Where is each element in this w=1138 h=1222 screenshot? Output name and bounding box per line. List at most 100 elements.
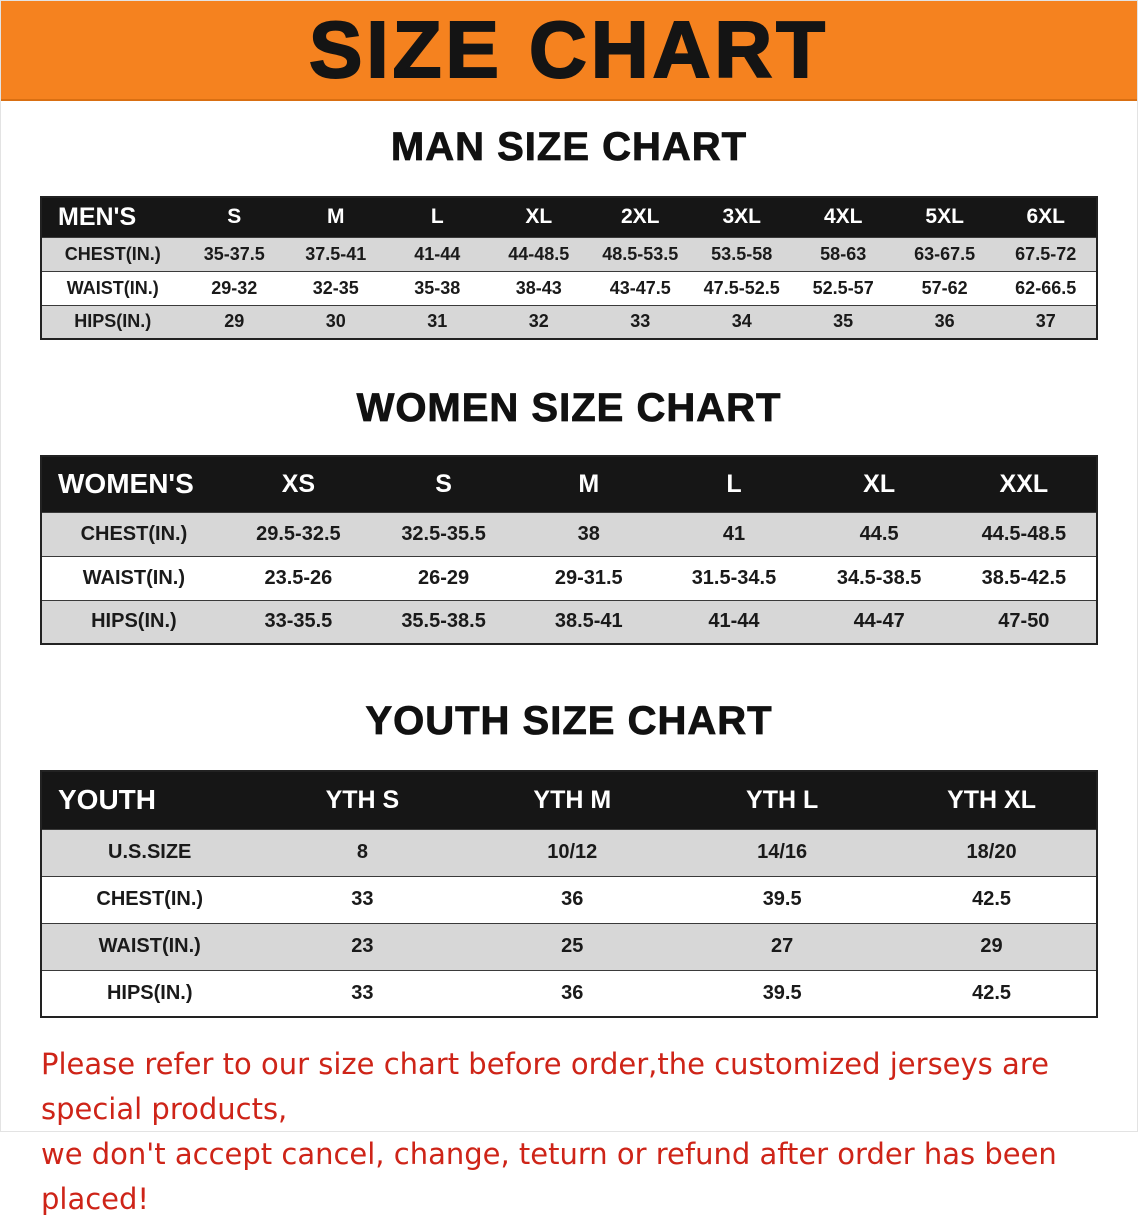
size-value-cell: 32-35: [312, 277, 359, 298]
size-value-cell: 34: [731, 311, 752, 332]
size-value-cell: 47.5-52.5: [703, 277, 780, 298]
size-value-cell: 32.5-35.5: [401, 522, 486, 545]
size-value-cell: 29: [980, 935, 1003, 957]
table-row: WAIST(IN.) 23.5-26 26-29 29-31.5 31.5-34.5 34…: [41, 556, 1097, 600]
size-value-cell: 38.5-41: [554, 610, 623, 633]
table-title-cell: MEN'S: [41, 197, 184, 237]
size-value-cell: 42.5: [972, 888, 1012, 910]
table-header-row: MEN'S S M L XL 2XL 3XL 4XL 5XL 6XL: [41, 197, 1097, 237]
size-value-cell: 27: [771, 935, 794, 957]
size-value-cell: 48.5-53.5: [602, 243, 679, 264]
size-header-cell: S: [183, 197, 286, 237]
size-value-cell: 63-67.5: [914, 243, 976, 264]
size-value-cell: 29-31.5: [554, 566, 623, 589]
table-row: U.S.SIZE 8 10/12 14/16 18/20: [41, 829, 1097, 876]
size-header-cell: YTH L: [677, 771, 888, 829]
size-header-cell: 2XL: [589, 197, 691, 237]
youth-section-heading: YOUTH SIZE CHART: [365, 699, 773, 744]
size-header-cell: XXL: [951, 456, 1097, 512]
size-header-cell: L: [661, 456, 807, 512]
table-title-cell: WOMEN'S: [41, 456, 226, 512]
size-value-cell: 30: [325, 311, 346, 332]
size-value-cell: 10/12: [547, 841, 598, 863]
size-value-cell: 8: [356, 841, 368, 863]
size-value-cell: 29-32: [211, 277, 258, 298]
youth-size-table: YOUTH YTH S YTH M YTH L YTH XL U.S.SIZE 8 10/12…: [40, 770, 1098, 1018]
size-value-cell: 41-44: [708, 610, 760, 633]
size-value-cell: 33-35.5: [264, 610, 333, 633]
row-label-cell: CHEST(IN.): [80, 522, 188, 545]
size-value-cell: 25: [561, 935, 584, 957]
size-header-cell: 6XL: [995, 197, 1097, 237]
size-value-cell: 31.5-34.5: [691, 566, 777, 589]
row-label-cell: CHEST(IN.): [96, 888, 204, 910]
size-header-cell: 3XL: [690, 197, 793, 237]
women-size-table: WOMEN'S XS S M L XL XXL CHEST(IN.) 29.5-32.5 32.5…: [40, 455, 1098, 645]
size-value-cell: 29.5-32.5: [256, 522, 341, 545]
size-value-cell: 18/20: [966, 841, 1017, 863]
notice-line-2: we don't accept cancel, change, teturn o…: [41, 1136, 1057, 1216]
table-row: WAIST(IN.) 29-32 32-35 35-38 38-43 43-47.5 47.…: [41, 271, 1097, 305]
size-value-cell: 29: [224, 311, 245, 332]
size-value-cell: 47-50: [998, 610, 1050, 633]
table-row: HIPS(IN.) 29 30 31 32 33 34 35 36 37: [41, 305, 1097, 339]
size-header-cell: 5XL: [893, 197, 996, 237]
size-value-cell: 58-63: [820, 243, 867, 264]
size-header-cell: M: [516, 456, 662, 512]
size-header-cell: M: [285, 197, 387, 237]
size-value-cell: 36: [561, 888, 584, 910]
table-row: WAIST(IN.) 23 25 27 29: [41, 923, 1097, 970]
size-value-cell: 43-47.5: [609, 277, 671, 298]
size-header-cell: 4XL: [792, 197, 894, 237]
size-value-cell: 23.5-26: [264, 566, 333, 589]
size-value-cell: 37: [1035, 311, 1056, 332]
page-title: SIZE CHART: [308, 5, 829, 94]
size-value-cell: 31: [427, 311, 448, 332]
size-header-cell: L: [386, 197, 488, 237]
table-row: HIPS(IN.) 33-35.5 35.5-38.5 38.5-41 41-44 44-…: [41, 600, 1097, 644]
size-header-cell: XL: [488, 197, 590, 237]
row-label-cell: CHEST(IN.): [64, 243, 161, 264]
men-size-table: MEN'S S M L XL 2XL 3XL 4XL 5XL 6XL CHEST(IN.) 35-37…: [40, 196, 1098, 340]
size-value-cell: 35: [833, 311, 854, 332]
size-value-cell: 26-29: [418, 566, 470, 589]
size-value-cell: 41-44: [414, 243, 461, 264]
size-header-cell: S: [370, 456, 517, 512]
size-value-cell: 38-43: [515, 277, 562, 298]
table-row: CHEST(IN.) 29.5-32.5 32.5-35.5 38 41 44.5 44.5…: [41, 512, 1097, 556]
size-value-cell: 35.5-38.5: [401, 610, 486, 633]
size-header-cell: XS: [225, 456, 371, 512]
table-header-row: WOMEN'S XS S M L XL XXL: [41, 456, 1097, 512]
size-value-cell: 38: [577, 522, 600, 545]
size-value-cell: 44.5: [859, 522, 899, 545]
size-value-cell: 44.5-48.5: [981, 522, 1067, 545]
size-header-cell: YTH XL: [887, 771, 1097, 829]
size-value-cell: 32: [528, 311, 549, 332]
size-value-cell: 52.5-57: [812, 277, 874, 298]
size-value-cell: 14/16: [757, 841, 808, 863]
size-value-cell: 36: [561, 981, 584, 1004]
women-size-section: WOMEN SIZE CHART WOMEN'S XS S M L XL XXL CHEST(…: [1, 386, 1137, 645]
men-section-heading: MAN SIZE CHART: [390, 125, 748, 170]
table-row: HIPS(IN.) 33 36 39.5 42.5: [41, 970, 1097, 1017]
row-label-cell: WAIST(IN.): [66, 277, 159, 298]
table-title-cell: YOUTH: [41, 771, 258, 829]
row-label-cell: HIPS(IN.): [106, 981, 193, 1004]
size-value-cell: 57-62: [921, 277, 968, 298]
size-value-cell: 34.5-38.5: [836, 566, 922, 589]
size-chart-banner: SIZE CHART: [1, 1, 1137, 101]
size-value-cell: 36: [934, 311, 955, 332]
row-label-cell: HIPS(IN.): [74, 311, 152, 332]
size-value-cell: 44-47: [853, 610, 905, 633]
size-value-cell: 67.5-72: [1015, 243, 1077, 264]
men-size-section: MAN SIZE CHART MEN'S S M L XL 2XL 3XL 4XL 5XL 6XL…: [1, 125, 1137, 340]
size-value-cell: 35-38: [414, 277, 461, 298]
size-value-cell: 35-37.5: [203, 243, 265, 264]
size-value-cell: 62-66.5: [1015, 277, 1077, 298]
women-section-heading: WOMEN SIZE CHART: [356, 386, 782, 431]
table-header-row: YOUTH YTH S YTH M YTH L YTH XL: [41, 771, 1097, 829]
row-label-cell: HIPS(IN.): [91, 610, 177, 633]
size-value-cell: 38.5-42.5: [981, 566, 1067, 589]
size-value-cell: 41: [722, 522, 746, 545]
notice-line-1: Please refer to our size chart before or…: [41, 1047, 1049, 1126]
